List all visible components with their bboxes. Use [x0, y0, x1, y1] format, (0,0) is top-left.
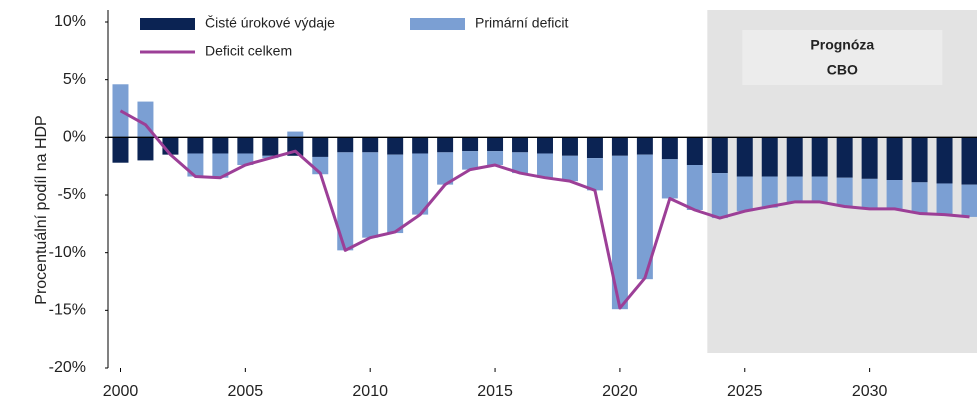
bar-interest: [961, 137, 977, 185]
bar-primary: [886, 180, 903, 209]
y-tick-label: -5%: [58, 186, 86, 203]
bar-primary: [537, 153, 553, 178]
bar-interest: [736, 137, 753, 177]
forecast-label: Prognóza: [810, 37, 874, 53]
bar-primary: [761, 176, 778, 208]
bar-interest: [262, 137, 279, 156]
bar-primary: [611, 155, 628, 310]
bar-primary: [487, 151, 504, 166]
bar-interest: [212, 137, 229, 154]
bar-primary: [586, 158, 603, 191]
bar-primary: [561, 155, 578, 182]
bar-primary: [212, 153, 229, 178]
bar-interest: [936, 137, 953, 184]
bar-interest: [586, 137, 603, 159]
x-tick-label: 2005: [228, 383, 264, 400]
bar-primary: [686, 165, 703, 210]
bar-interest: [561, 137, 578, 156]
forecast-label: CBO: [827, 62, 858, 78]
bar-interest: [362, 137, 379, 153]
bar-primary: [512, 152, 529, 174]
bar-primary: [187, 153, 204, 177]
bar-interest: [187, 137, 204, 154]
bar-primary: [936, 183, 953, 215]
bar-primary: [362, 152, 379, 238]
bar-interest: [112, 137, 129, 163]
bar-interest: [786, 137, 803, 177]
bar-primary: [786, 176, 803, 202]
bar-interest: [487, 137, 504, 152]
y-tick-label: -20%: [49, 359, 86, 376]
x-tick-label: 2015: [477, 383, 513, 400]
bar-primary: [636, 154, 653, 280]
y-tick-label: -10%: [49, 244, 86, 261]
y-tick-label: 0%: [63, 129, 86, 146]
legend-label: Deficit celkem: [205, 43, 292, 59]
bar-primary: [911, 182, 928, 214]
bar-interest: [512, 137, 529, 153]
bar-interest: [412, 137, 429, 154]
bar-interest: [387, 137, 404, 155]
bar-primary: [287, 131, 304, 138]
bar-interest: [312, 137, 329, 157]
bar-interest: [811, 137, 828, 177]
bar-interest: [836, 137, 853, 178]
bar-interest: [861, 137, 878, 179]
line-total: [119, 109, 970, 310]
bar-interest: [237, 137, 254, 154]
x-tick-label: 2000: [103, 383, 139, 400]
bar-primary: [736, 176, 753, 212]
bar-interest: [462, 137, 479, 152]
bar-primary: [836, 177, 853, 207]
bar-primary: [711, 173, 728, 219]
bar-interest: [137, 137, 154, 161]
bar-primary: [412, 153, 429, 215]
y-tick-label: 10%: [54, 13, 86, 30]
x-tick-label: 2025: [727, 383, 763, 400]
bar-interest: [537, 137, 553, 154]
bar-interest: [437, 137, 454, 153]
x-tick-label: 2020: [602, 383, 638, 400]
bar-primary: [462, 151, 479, 170]
bar-interest: [337, 137, 354, 153]
forecast-label-box: [742, 30, 943, 85]
bar-interest: [636, 137, 653, 155]
x-tick-label: 2010: [352, 383, 388, 400]
bar-primary: [237, 153, 254, 166]
bar-interest: [886, 137, 903, 181]
bar-interest: [661, 137, 678, 160]
bar-primary: [811, 176, 828, 202]
legend-swatch: [140, 18, 195, 30]
bar-interest: [711, 137, 728, 174]
bar-primary: [861, 178, 878, 209]
x-tick-label: 2030: [852, 383, 888, 400]
bar-primary: [337, 152, 354, 251]
y-tick-label: 5%: [63, 71, 86, 88]
bar-primary: [961, 184, 977, 217]
bar-primary: [437, 152, 454, 185]
y-axis-label: Procentuální podíl na HDP: [33, 115, 50, 304]
bar-primary: [387, 154, 404, 234]
legend-label: Čisté úrokové výdaje: [205, 15, 335, 31]
bar-interest: [611, 137, 628, 156]
legend-swatch: [410, 18, 465, 30]
bar-primary: [661, 159, 678, 199]
y-tick-label: -15%: [49, 302, 86, 319]
legend-label: Primární deficit: [475, 15, 568, 31]
bar-interest: [911, 137, 928, 183]
bar-interest: [761, 137, 778, 177]
bar-interest: [686, 137, 703, 166]
